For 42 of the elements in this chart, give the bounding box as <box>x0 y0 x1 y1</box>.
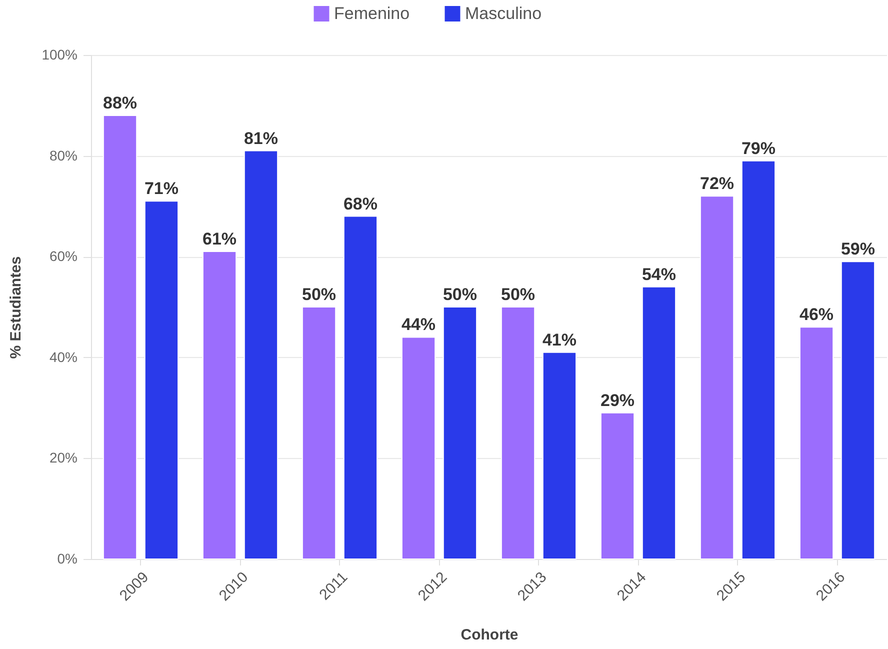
legend-label: Masculino <box>465 4 542 23</box>
bar <box>600 412 635 560</box>
bar <box>700 196 734 560</box>
bar <box>500 306 536 560</box>
y-tick-label: 60% <box>49 248 78 264</box>
data-label: 79% <box>741 138 776 158</box>
bar <box>202 251 237 560</box>
bar <box>642 286 676 560</box>
bar <box>102 114 138 560</box>
y-tick-label: 100% <box>42 46 78 62</box>
y-tick-label: 40% <box>49 348 78 365</box>
x-axis-title: Cohorte <box>460 626 518 644</box>
y-tick-label: 80% <box>49 147 78 164</box>
data-label: 29% <box>600 390 635 410</box>
data-label: 41% <box>542 330 576 350</box>
data-label: 61% <box>202 230 237 249</box>
data-label: 50% <box>302 285 336 304</box>
bar <box>401 336 436 560</box>
data-label: 88% <box>103 93 138 112</box>
bar <box>741 160 776 560</box>
bar <box>244 150 278 560</box>
data-label: 50% <box>442 285 477 304</box>
data-label: 68% <box>343 194 378 214</box>
bar <box>144 200 179 560</box>
data-label: 81% <box>244 128 278 148</box>
y-tick-label: 0% <box>57 550 78 566</box>
bar <box>302 306 336 560</box>
data-label: 54% <box>642 264 676 284</box>
data-label: 59% <box>840 240 875 259</box>
y-tick-label: 20% <box>49 450 78 466</box>
y-axis-title: % Estudiantes <box>8 256 25 359</box>
data-label: 50% <box>501 285 536 304</box>
bar <box>442 306 478 560</box>
bar <box>840 261 876 560</box>
bar <box>542 352 577 560</box>
data-label: 46% <box>800 305 834 324</box>
bar <box>343 216 378 560</box>
data-label: 72% <box>700 174 734 194</box>
data-label: 71% <box>144 179 178 198</box>
data-label: 44% <box>402 315 436 334</box>
bar <box>799 326 834 560</box>
legend-label: Femenino <box>334 4 410 23</box>
